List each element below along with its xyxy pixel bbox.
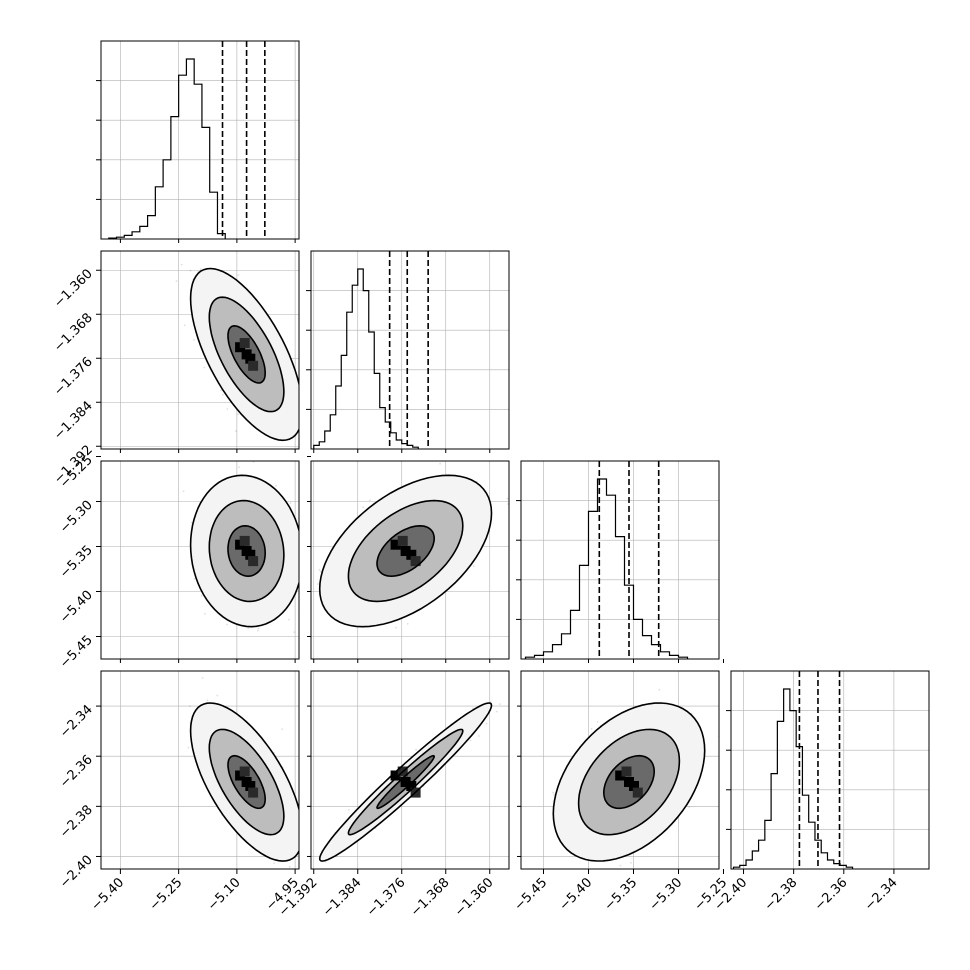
density-peak xyxy=(235,338,259,371)
plot-background xyxy=(101,41,299,239)
sample-point xyxy=(369,499,371,502)
plot-background xyxy=(521,461,719,659)
sample-point xyxy=(175,280,178,282)
scatter-panel-3-2 xyxy=(310,460,510,660)
density-peak xyxy=(235,535,259,567)
contour-line-1 xyxy=(189,267,299,442)
contour-line-3 xyxy=(227,324,267,384)
sample-point xyxy=(222,393,224,396)
sample-point xyxy=(287,618,290,621)
sample-point xyxy=(319,570,322,573)
contour-line-2 xyxy=(208,296,285,413)
sample-point xyxy=(237,274,240,276)
sample-point xyxy=(226,623,228,626)
hist-panel-1 xyxy=(96,40,300,240)
scatter-panel-3-1 xyxy=(100,457,309,660)
sample-point xyxy=(247,627,250,630)
sample-point xyxy=(362,506,364,509)
sample-point xyxy=(183,324,186,327)
contour-line-1 xyxy=(189,474,299,628)
sample-point xyxy=(305,395,307,397)
sample-point xyxy=(189,269,192,272)
scatter-panel-2-1 xyxy=(100,250,307,453)
sample-point xyxy=(439,462,441,465)
sample-point xyxy=(204,612,206,615)
density-cell xyxy=(241,546,252,556)
sample-point xyxy=(288,451,290,453)
density-cell xyxy=(239,338,250,348)
sample-point xyxy=(182,490,185,493)
density-layer xyxy=(316,462,509,629)
sample-point xyxy=(318,568,321,571)
axes-frame xyxy=(730,670,930,870)
sample-point xyxy=(293,631,296,633)
sample-point xyxy=(307,582,309,584)
contour-line-2 xyxy=(208,499,285,603)
axes-frame xyxy=(100,250,300,450)
sample-point xyxy=(301,541,303,543)
sample-point xyxy=(200,594,203,597)
sample-point xyxy=(235,430,237,432)
histogram-steps xyxy=(732,688,854,869)
axes-frame xyxy=(100,460,300,660)
sample-point xyxy=(238,466,240,469)
sample-point xyxy=(257,629,259,632)
sample-point xyxy=(209,457,211,459)
sample-point xyxy=(190,521,193,524)
histogram-steps xyxy=(313,268,419,449)
sample-point xyxy=(275,484,278,487)
sample-point xyxy=(257,627,260,630)
sample-point xyxy=(193,577,196,580)
sample-point xyxy=(301,418,303,420)
plot-background xyxy=(311,251,509,449)
histogram-steps xyxy=(524,478,689,659)
hist-panel-3 xyxy=(516,460,720,660)
density-cell xyxy=(241,349,252,360)
contour-line-3 xyxy=(227,524,267,578)
hist-panel-4 xyxy=(726,670,930,870)
sample-point xyxy=(305,600,307,602)
sample-point xyxy=(237,413,240,416)
sample-point xyxy=(200,268,202,270)
sample-point xyxy=(203,366,206,369)
density-cell xyxy=(248,360,259,371)
sample-point xyxy=(406,623,409,625)
sample-point xyxy=(226,408,229,410)
histogram-steps xyxy=(108,58,226,239)
density-cell xyxy=(239,535,250,546)
sample-point xyxy=(193,338,195,341)
sample-point xyxy=(220,389,223,392)
axes-frame xyxy=(100,40,300,240)
plot-background xyxy=(731,671,929,869)
sample-point xyxy=(395,626,397,629)
axes-frame xyxy=(310,250,510,450)
density-cell xyxy=(248,556,259,567)
density-layer xyxy=(182,457,309,633)
sample-point xyxy=(506,497,509,500)
hist-panel-2 xyxy=(306,250,510,450)
sample-point xyxy=(289,502,292,504)
density-layer xyxy=(175,263,307,453)
axes-frame xyxy=(520,460,720,660)
sample-point xyxy=(180,263,183,266)
